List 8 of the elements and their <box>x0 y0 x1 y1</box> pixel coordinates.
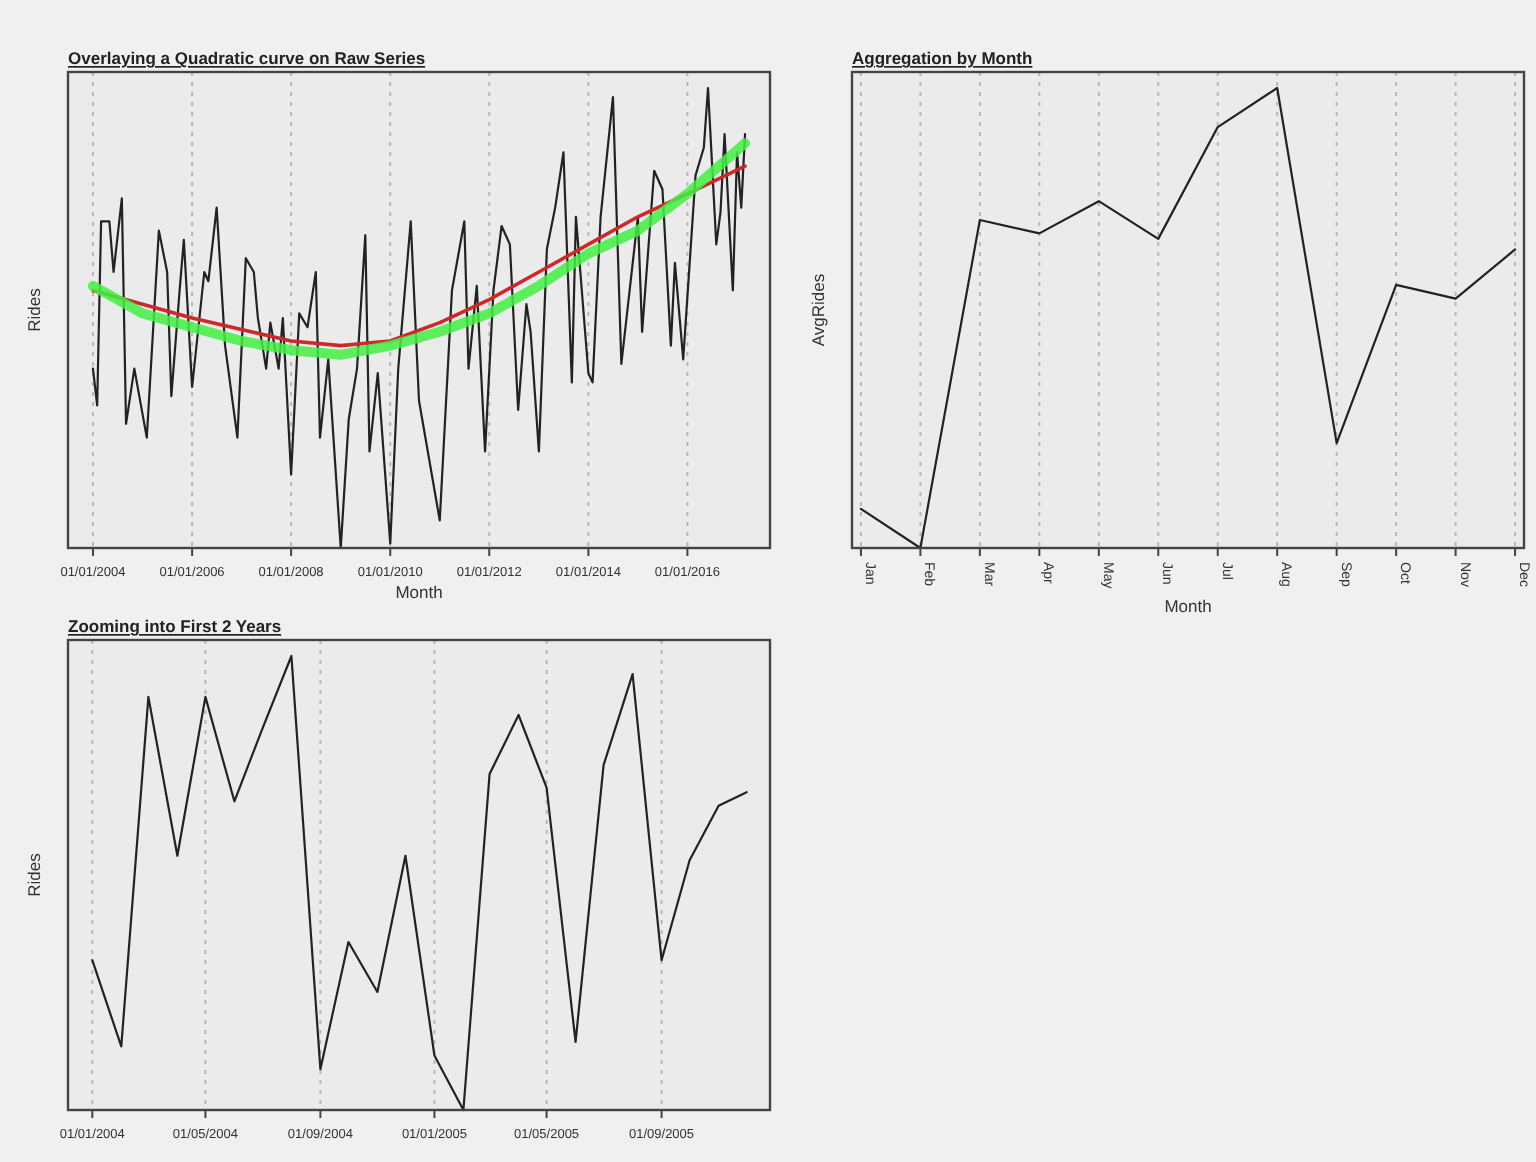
y-axis-title: Rides <box>24 853 44 897</box>
chart-title: Overlaying a Quadratic curve on Raw Series <box>68 48 426 68</box>
y-axis-title: AvgRides <box>808 273 828 347</box>
x-axis-title: Month <box>1164 596 1213 616</box>
chart-title: Aggregation by Month <box>852 48 1033 68</box>
x-axis-title: Month <box>395 582 444 602</box>
chart-title: Zooming into First 2 Years <box>68 616 282 636</box>
y-axis-title: Rides <box>24 288 44 332</box>
